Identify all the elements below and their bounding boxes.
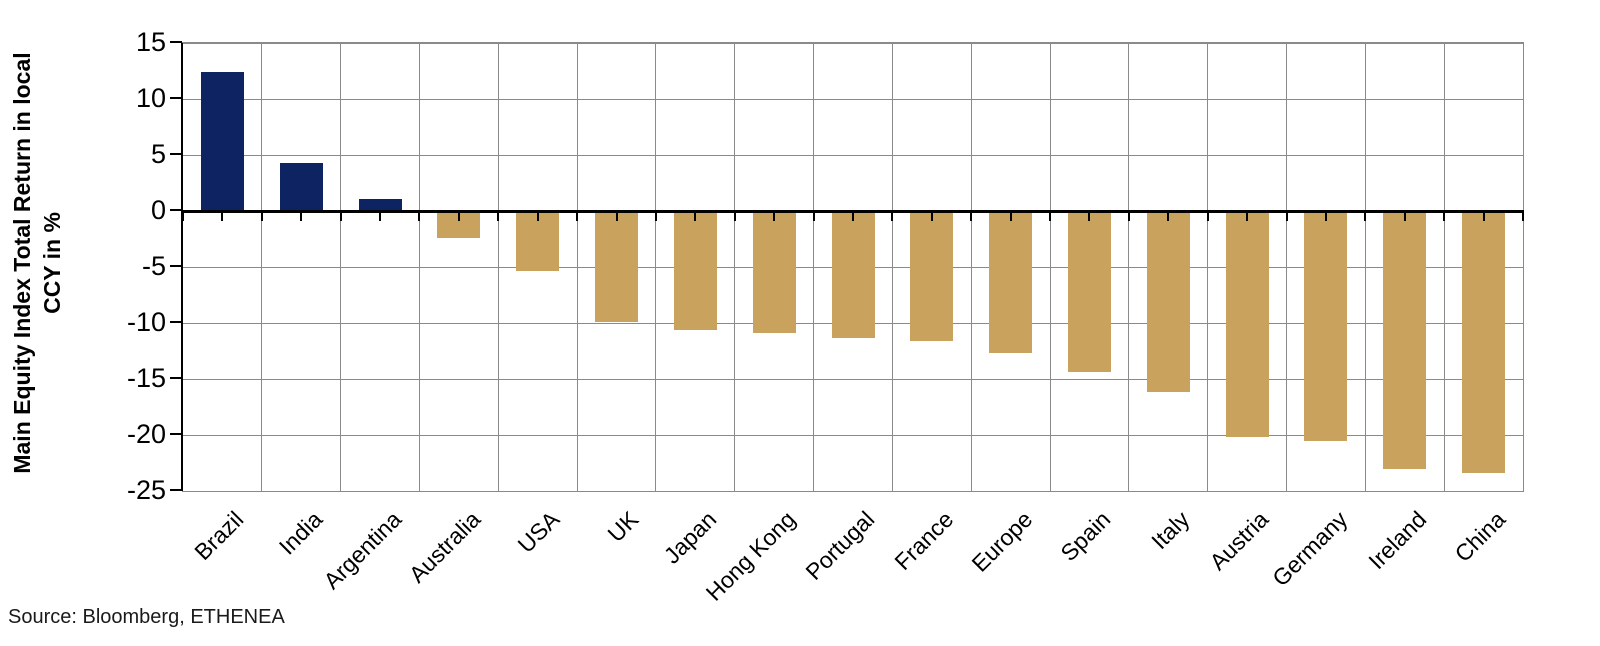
x-category-label: Europe xyxy=(966,506,1038,577)
y-axis-tick xyxy=(170,209,182,211)
y-tick-label: -20 xyxy=(126,419,166,449)
y-axis-tick xyxy=(170,489,182,491)
zero-axis-tick xyxy=(339,212,342,221)
x-category-label: Germany xyxy=(1267,506,1353,592)
y-tick-label: -25 xyxy=(126,475,166,505)
zero-axis-tick xyxy=(1049,212,1052,221)
zero-axis-tick xyxy=(1403,212,1406,221)
source-note: Source: Bloomberg, ETHENEA xyxy=(8,606,285,628)
bar-india xyxy=(279,162,323,211)
plot-area xyxy=(181,42,1524,492)
zero-axis-tick xyxy=(891,212,894,221)
bar-austria xyxy=(1225,211,1269,438)
zero-axis-tick xyxy=(576,212,579,221)
zero-axis-tick xyxy=(1127,212,1130,221)
horizontal-gridline xyxy=(183,154,1523,156)
zero-axis-tick xyxy=(1285,212,1288,221)
zero-axis-tick xyxy=(694,212,697,221)
y-axis-tick xyxy=(170,97,182,99)
zero-axis-tick xyxy=(300,212,303,221)
zero-axis-tick xyxy=(1246,212,1249,221)
bar-argentina xyxy=(358,198,402,211)
y-axis-tick xyxy=(170,433,182,435)
bar-germany xyxy=(1304,211,1348,441)
x-category-label: India xyxy=(273,506,328,560)
x-category-label: Austria xyxy=(1204,506,1274,576)
horizontal-gridline xyxy=(183,42,1523,44)
y-tick-label: -15 xyxy=(126,363,166,393)
zero-axis-tick xyxy=(1522,212,1524,221)
y-tick-label: 0 xyxy=(150,195,166,225)
zero-axis-tick xyxy=(970,212,973,221)
x-category-label: USA xyxy=(512,506,565,558)
zero-axis-tick xyxy=(182,212,184,221)
zero-axis-tick xyxy=(1324,212,1327,221)
bar-spain xyxy=(1067,211,1111,373)
zero-axis-tick xyxy=(497,212,500,221)
x-category-label: Argentina xyxy=(318,506,407,595)
zero-axis-tick xyxy=(221,212,224,221)
zero-axis-tick xyxy=(773,212,776,221)
x-category-label: France xyxy=(889,506,959,576)
y-axis-tick xyxy=(170,41,182,43)
bar-japan xyxy=(673,211,717,330)
y-tick-label: 10 xyxy=(135,83,166,113)
bar-brazil xyxy=(200,72,244,211)
bar-ireland xyxy=(1383,211,1427,469)
bar-usa xyxy=(516,211,560,272)
bar-europe xyxy=(989,211,1033,354)
zero-axis-tick xyxy=(1009,212,1012,221)
y-axis-title-line: Main Equity Index Total Return in local xyxy=(9,52,35,474)
zero-axis-tick xyxy=(1088,212,1091,221)
zero-axis-tick xyxy=(536,212,539,221)
y-tick-label: 5 xyxy=(150,139,166,169)
bar-france xyxy=(910,211,954,341)
x-category-label: Ireland xyxy=(1363,506,1432,575)
x-category-label: UK xyxy=(601,506,643,547)
y-axis-tick xyxy=(170,265,182,267)
zero-axis-line xyxy=(181,209,1524,213)
bar-portugal xyxy=(831,211,875,338)
y-tick-label: -5 xyxy=(141,251,166,281)
x-category-label: Spain xyxy=(1055,506,1116,566)
zero-axis-tick xyxy=(1443,212,1446,221)
y-axis-line xyxy=(181,43,183,491)
zero-axis-tick xyxy=(1482,212,1485,221)
zero-axis-tick xyxy=(733,212,736,221)
x-category-label: Australia xyxy=(403,506,486,588)
zero-axis-tick xyxy=(1206,212,1209,221)
horizontal-gridline xyxy=(183,378,1523,380)
zero-axis-tick xyxy=(654,212,657,221)
zero-axis-tick xyxy=(1167,212,1170,221)
bar-china xyxy=(1462,211,1506,474)
x-category-label: Japan xyxy=(659,506,722,569)
zero-axis-tick xyxy=(457,212,460,221)
horizontal-gridline xyxy=(183,98,1523,100)
zero-axis-tick xyxy=(379,212,382,221)
y-tick-label: 15 xyxy=(135,27,166,57)
y-axis-tick xyxy=(170,321,182,323)
y-axis-tick xyxy=(170,377,182,379)
zero-axis-tick xyxy=(260,212,263,221)
x-category-label: Brazil xyxy=(189,506,249,566)
bar-italy xyxy=(1146,211,1190,393)
bar-hong-kong xyxy=(752,211,796,334)
horizontal-gridline xyxy=(183,490,1523,492)
zero-axis-tick xyxy=(418,212,421,221)
zero-axis-tick xyxy=(930,212,933,221)
zero-axis-tick xyxy=(615,212,618,221)
zero-axis-tick xyxy=(852,212,854,221)
horizontal-gridline xyxy=(183,434,1523,436)
zero-axis-tick xyxy=(812,212,815,221)
y-axis-tick xyxy=(170,153,182,155)
x-category-label: Portugal xyxy=(800,506,880,585)
x-category-label: Italy xyxy=(1146,506,1195,555)
y-axis-title-line: CCY in % xyxy=(39,212,65,314)
bar-uk xyxy=(595,211,639,322)
y-tick-label: -10 xyxy=(126,307,166,337)
zero-axis-tick xyxy=(1364,212,1367,221)
y-axis-title: Main Equity Index Total Return in local C… xyxy=(7,3,69,523)
x-category-label: China xyxy=(1449,506,1510,567)
